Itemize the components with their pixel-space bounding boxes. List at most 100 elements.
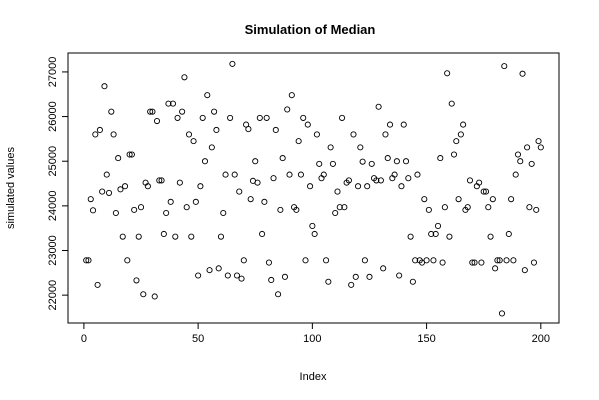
- data-point: [197, 183, 204, 190]
- x-tick-label: 50: [192, 333, 204, 345]
- data-point: [380, 265, 387, 272]
- data-point: [519, 70, 526, 77]
- data-point: [217, 233, 225, 240]
- data-point: [147, 108, 154, 115]
- data-point: [302, 257, 309, 264]
- data-point: [530, 259, 538, 266]
- data-point: [117, 186, 124, 193]
- data-point: [336, 204, 343, 211]
- data-point: [238, 275, 245, 282]
- data-point: [537, 144, 544, 151]
- data-point: [485, 204, 492, 211]
- data-point: [256, 114, 263, 121]
- data-point: [307, 183, 314, 190]
- data-point: [96, 126, 103, 134]
- data-point: [105, 189, 113, 196]
- data-point: [455, 196, 462, 203]
- data-point: [334, 188, 341, 195]
- data-point: [206, 267, 213, 274]
- data-point: [517, 158, 524, 165]
- data-point: [89, 207, 97, 214]
- data-point: [425, 206, 432, 213]
- data-point: [119, 233, 126, 240]
- data-point: [448, 100, 455, 107]
- data-point: [496, 257, 503, 264]
- data-point: [533, 206, 540, 213]
- data-point: [288, 92, 295, 99]
- data-point: [103, 171, 110, 178]
- y-tick-label: 23000: [47, 235, 59, 266]
- data-point: [341, 204, 348, 211]
- data-point: [188, 233, 195, 240]
- data-point: [247, 196, 254, 203]
- data-points: [83, 60, 544, 317]
- data-point: [265, 259, 273, 266]
- data-point: [201, 158, 209, 165]
- data-point: [359, 158, 366, 165]
- y-tick-label: 26000: [47, 101, 59, 132]
- data-point: [409, 278, 416, 285]
- data-point: [375, 103, 382, 110]
- data-point: [272, 126, 279, 134]
- data-point: [222, 171, 229, 178]
- data-point: [476, 179, 483, 186]
- data-point: [199, 114, 206, 121]
- y-tick-label: 25000: [47, 146, 59, 177]
- data-point: [279, 155, 286, 162]
- data-point: [501, 63, 508, 70]
- data-point: [195, 272, 202, 279]
- data-point: [270, 175, 277, 182]
- data-point: [233, 272, 241, 279]
- data-point: [460, 121, 467, 128]
- data-point: [240, 257, 247, 264]
- data-point: [348, 281, 355, 288]
- data-point: [110, 131, 117, 138]
- x-axis: 0 50 100 150 200: [81, 322, 550, 345]
- data-point: [293, 206, 300, 213]
- data-point: [140, 291, 147, 298]
- data-point: [179, 108, 186, 115]
- data-point: [437, 155, 444, 162]
- data-point: [414, 171, 421, 178]
- x-tick-label: 100: [303, 333, 321, 345]
- data-point: [131, 206, 138, 213]
- data-point: [227, 114, 234, 121]
- data-point: [311, 230, 318, 238]
- data-point: [352, 273, 359, 280]
- data-point: [535, 138, 542, 145]
- data-point: [304, 121, 311, 128]
- data-point: [325, 278, 332, 285]
- data-point: [135, 233, 142, 240]
- data-point: [137, 204, 145, 211]
- data-point: [153, 117, 161, 125]
- data-point: [144, 183, 151, 190]
- data-point: [211, 108, 218, 115]
- data-point: [316, 160, 323, 167]
- data-point: [457, 131, 464, 138]
- data-point: [220, 209, 227, 217]
- data-point: [434, 222, 442, 229]
- data-point: [101, 83, 108, 90]
- data-point: [428, 230, 435, 238]
- data-point: [489, 196, 496, 203]
- data-point: [259, 230, 266, 238]
- chart-title: Simulation of Median: [245, 22, 376, 37]
- data-point: [439, 259, 446, 266]
- data-point: [384, 155, 391, 162]
- data-point: [231, 171, 238, 178]
- data-point: [466, 177, 474, 184]
- data-point: [174, 114, 181, 121]
- y-tick-label: 22000: [47, 280, 59, 311]
- data-point: [236, 188, 243, 195]
- data-point: [85, 257, 92, 264]
- data-point: [339, 114, 346, 121]
- data-point: [133, 277, 140, 284]
- data-point: [213, 126, 220, 134]
- data-point: [503, 257, 510, 264]
- data-point: [329, 160, 336, 167]
- data-point: [521, 267, 528, 274]
- data-point: [167, 198, 174, 205]
- data-point: [158, 177, 165, 184]
- data-point: [254, 179, 261, 186]
- data-point: [441, 204, 448, 211]
